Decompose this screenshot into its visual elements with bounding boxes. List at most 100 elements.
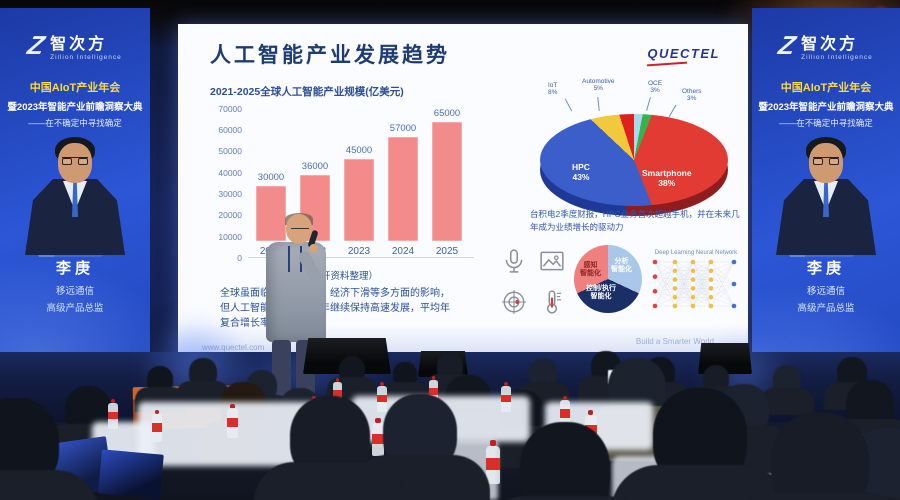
event-theme: ——在不确定中寻找确定	[779, 118, 873, 128]
pie-label-others: Others 3%	[682, 88, 702, 103]
x-axis-label: 2025	[435, 246, 459, 257]
pie-callout-line	[668, 104, 677, 118]
right-banner: Z 智次方 Zillion Intelligence 中国AIoT产业年会 暨2…	[752, 8, 900, 396]
portrait-face	[58, 143, 92, 183]
radar-positioning-icon	[502, 290, 526, 314]
banquet-table	[138, 402, 340, 466]
y-axis-tick: 20000	[218, 210, 242, 220]
portrait-face	[809, 143, 843, 183]
neural-network-title: Deep Learning Neural Network	[654, 250, 738, 256]
stage-monitor-speaker	[303, 338, 391, 374]
left-banner: Z 智次方 Zillion Intelligence 中国AIoT产业年会 暨2…	[0, 8, 150, 370]
speaker-title: 高级产品总监	[797, 303, 855, 314]
thermometer-icon	[546, 290, 562, 314]
bar-chart: 70000 60000 50000 40000 30000 20000 1000…	[206, 104, 476, 280]
banquet-table	[752, 438, 900, 480]
chair-back	[612, 456, 664, 500]
chair-back	[452, 438, 498, 500]
y-axis-tick: 10000	[218, 232, 242, 242]
sensor-icons-group	[501, 248, 569, 322]
event-title: 中国AIoT产业年会	[29, 82, 121, 94]
slide-footer-tagline: Build a Smarter World	[635, 337, 714, 346]
portrait-glasses	[813, 157, 839, 165]
water-bottle	[699, 424, 715, 472]
bar-2023	[344, 158, 374, 241]
quectel-logo-swoosh	[647, 61, 688, 67]
table-name-card	[608, 370, 644, 384]
stage-monitor-speaker	[698, 343, 752, 374]
y-axis-tick: 40000	[218, 168, 242, 178]
pie-label-iot: IoT 8%	[548, 82, 558, 97]
x-axis-label: 2024	[391, 246, 415, 257]
portrait-tie	[72, 183, 78, 217]
pie-3d-top	[540, 114, 728, 206]
image-icon	[540, 251, 564, 271]
zillion-logo-name: 智次方	[801, 36, 859, 53]
pie-label-oce: OCE 3%	[648, 80, 663, 95]
neural-network-diagram: Deep Learning Neural Network	[648, 250, 744, 322]
quectel-logo: QUECTEL	[647, 46, 720, 67]
bar-2021	[256, 186, 286, 241]
pie-label-smartphone: Smartphone 38%	[642, 168, 692, 189]
speaker-portrait	[771, 137, 881, 257]
bar-value-label: 45000	[345, 144, 373, 156]
bar-value-label: 57000	[389, 122, 417, 134]
ai-capability-wheel: 感知 智能化 分析 智能化 控制/执行 智能化	[574, 245, 642, 313]
pie-label-automotive: Automotive 5%	[582, 78, 615, 93]
presenter-head	[286, 214, 312, 244]
banquet-table	[545, 402, 653, 450]
pie-label-hpc: HPC 43%	[572, 162, 590, 183]
neural-network-graph	[652, 259, 737, 309]
bar-chart-title: 2021-2025全球人工智能产业规模(亿美元)	[210, 86, 404, 98]
pie-callout-line	[597, 96, 600, 112]
y-axis-tick: 0	[237, 253, 242, 263]
pie-chart-commentary: 台积电2季度财报，HPC业务首次超越手机，并在未来几年成为业绩增长的驱动力	[530, 209, 740, 232]
wheel-label-perception: 感知 智能化	[580, 262, 601, 278]
y-axis-tick: 60000	[218, 125, 242, 135]
microphone-icon	[505, 249, 523, 273]
y-axis-tick: 30000	[218, 189, 242, 199]
quectel-wordmark: QUECTEL	[647, 46, 720, 61]
banquet-table	[352, 396, 530, 442]
bar-value-label: 65000	[433, 108, 461, 120]
bar-2025	[432, 122, 462, 241]
bar-chart-commentary: 全球虽面临疫情、战争、经济下滑等多方面的影响，但人工智能将在未来几年继续保持高速…	[220, 288, 450, 330]
speaker-title: 高级产品总监	[46, 303, 104, 314]
slide-title: 人工智能产业发展趋势	[210, 44, 450, 67]
y-axis-tick: 50000	[218, 146, 242, 156]
bar-2024	[388, 136, 418, 241]
stage-monitor-speaker	[418, 351, 468, 377]
zillion-logo-name: 智次方	[50, 36, 108, 53]
event-title: 中国AIoT产业年会	[780, 82, 872, 94]
presenter-glasses	[291, 225, 309, 229]
bar-value-label: 36000	[301, 161, 329, 173]
bar-value-label: 30000	[257, 172, 285, 184]
speaker-company: 移远通信	[55, 286, 94, 297]
audience-shoulders	[726, 492, 900, 500]
speaker-name: 李庚	[55, 260, 94, 277]
zillion-logo-mark: Z	[776, 30, 799, 60]
speaker-company: 移远通信	[806, 286, 845, 297]
event-subtitle: 暨2023年智能产业前瞻洞察大典	[758, 102, 894, 113]
zillion-logo-subtitle: Zillion Intelligence	[801, 54, 873, 61]
zillion-logo-subtitle: Zillion Intelligence	[50, 54, 122, 61]
audience-shoulders	[254, 461, 406, 500]
pie-chart: IoT 8% Automotive 5% OCE 3% Others 3% HPC 43%…	[530, 78, 745, 230]
bar-group-2024: 57000 2024	[386, 107, 420, 257]
presenter-shirt	[266, 242, 326, 342]
zillion-logo: Z 智次方 Zillion Intelligence	[0, 30, 150, 61]
portrait-glasses	[62, 157, 88, 165]
speaker-portrait	[20, 137, 130, 257]
event-subtitle: 暨2023年智能产业前瞻洞察大典	[7, 102, 143, 113]
pie-callout-line	[646, 97, 651, 111]
laptop-screen	[98, 449, 164, 499]
zillion-logo-mark: Z	[25, 30, 48, 60]
speaker-name: 李庚	[806, 260, 845, 277]
event-theme: ——在不确定中寻找确定	[28, 118, 122, 128]
portrait-tie	[823, 183, 829, 217]
bar-group-2025: 65000 2025	[430, 107, 464, 257]
zillion-logo: Z 智次方 Zillion Intelligence	[752, 30, 900, 61]
y-axis-tick: 70000	[218, 104, 242, 114]
x-axis-label: 2023	[347, 246, 371, 257]
